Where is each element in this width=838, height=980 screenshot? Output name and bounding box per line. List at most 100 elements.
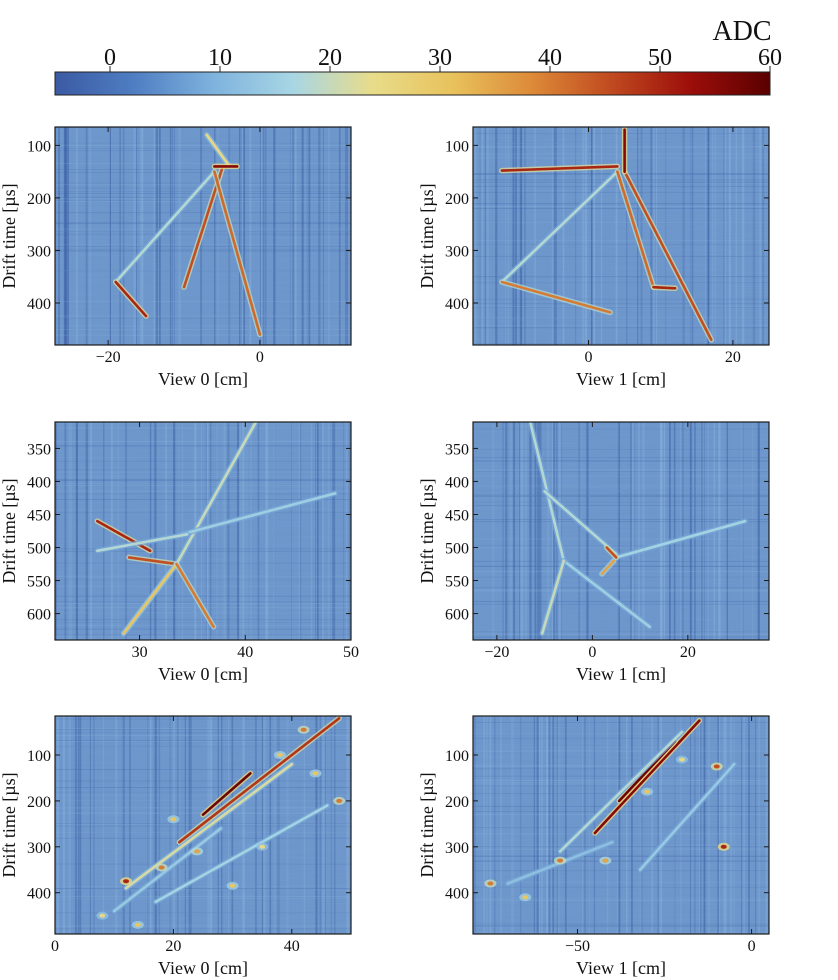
time-streak — [55, 192, 351, 194]
wire-stripe — [274, 716, 276, 934]
wire-stripe — [520, 127, 523, 345]
wire-stripe — [231, 716, 234, 934]
wire-stripe — [484, 127, 486, 345]
x-tick-label: −20 — [484, 644, 509, 661]
time-streak — [55, 445, 351, 447]
particle-track — [614, 519, 747, 559]
wire-stripe — [651, 716, 653, 934]
x-tick-label: 20 — [165, 938, 181, 955]
time-streak — [473, 855, 769, 857]
wire-stripe — [529, 422, 532, 640]
wire-stripe — [581, 716, 583, 934]
wire-stripe — [519, 716, 522, 934]
wire-stripe — [534, 127, 536, 345]
time-streak — [473, 240, 769, 241]
time-streak — [55, 562, 351, 564]
time-streak — [473, 538, 769, 540]
wire-stripe — [184, 716, 186, 934]
time-streak — [473, 870, 769, 872]
wire-stripe — [344, 127, 347, 345]
wire-stripe — [123, 716, 125, 934]
time-streak — [473, 475, 769, 477]
time-streak — [55, 499, 351, 500]
y-tick-label: 300 — [27, 243, 51, 260]
wire-stripe — [505, 422, 508, 640]
wire-stripe — [135, 127, 138, 345]
wire-stripe — [631, 422, 634, 640]
wire-stripe — [513, 422, 515, 640]
time-streak — [473, 860, 769, 862]
wire-stripe — [758, 716, 761, 934]
time-streak — [473, 856, 769, 857]
wire-stripe — [492, 422, 495, 640]
time-streak — [55, 169, 351, 170]
wire-stripe — [510, 422, 512, 640]
time-streak — [473, 733, 769, 734]
wire-stripe — [273, 422, 274, 640]
time-streak — [473, 484, 769, 486]
y-tick-label: 100 — [27, 748, 51, 765]
x-tick-label: 0 — [588, 644, 596, 661]
y-tick-label: 400 — [445, 296, 469, 313]
y-tick-label: 450 — [27, 507, 51, 524]
wire-stripe — [122, 127, 125, 345]
wire-stripe — [222, 422, 224, 640]
wire-stripe — [243, 127, 246, 345]
x-axis: −20 0 20 View 1 [cm] — [484, 422, 696, 684]
time-streak — [473, 860, 769, 862]
wire-stripe — [581, 716, 583, 934]
wire-stripe — [291, 422, 292, 640]
wire-stripe — [629, 422, 633, 640]
time-streak — [473, 780, 769, 782]
wire-stripe — [221, 716, 223, 934]
time-streak — [55, 925, 351, 927]
time-streak — [473, 495, 769, 497]
time-streak — [55, 624, 351, 626]
time-streak — [473, 846, 769, 848]
wire-stripe — [79, 716, 81, 934]
charge-deposit — [336, 798, 343, 803]
wire-stripe — [632, 422, 635, 640]
time-streak — [55, 889, 351, 891]
time-streak — [473, 490, 769, 491]
particle-track — [127, 556, 178, 566]
wire-stripe — [55, 422, 58, 640]
wire-stripe — [318, 127, 321, 345]
time-streak — [55, 469, 351, 471]
time-streak — [55, 897, 351, 899]
wire-stripe — [308, 127, 311, 345]
wire-stripe — [758, 422, 760, 640]
time-streak — [473, 154, 769, 156]
wire-stripe — [292, 127, 295, 345]
time-streak — [473, 844, 769, 846]
charge-deposit — [557, 858, 564, 863]
wire-stripe — [178, 127, 181, 345]
time-streak — [55, 579, 351, 581]
time-streak — [473, 471, 769, 472]
time-streak — [55, 127, 351, 129]
wire-stripe — [690, 422, 693, 640]
time-streak — [473, 833, 769, 834]
wire-stripe — [658, 716, 660, 934]
wire-stripe — [752, 422, 753, 640]
particle-track — [213, 170, 262, 336]
particle-track — [114, 170, 216, 284]
wire-stripe — [323, 127, 324, 345]
time-streak — [473, 317, 769, 318]
heatmap-area — [55, 127, 351, 345]
wire-stripe — [723, 127, 726, 345]
time-streak — [55, 485, 351, 487]
time-streak — [55, 163, 351, 164]
time-streak — [473, 750, 769, 752]
wire-stripe — [723, 716, 724, 934]
particle-track — [182, 167, 224, 289]
particle-track — [623, 170, 713, 342]
wire-stripe — [172, 127, 174, 345]
wire-stripe — [719, 422, 722, 640]
y-tick-label: 500 — [27, 541, 51, 558]
wire-stripe — [752, 127, 756, 345]
time-streak — [55, 622, 351, 623]
wire-stripe — [129, 716, 131, 934]
time-streak — [473, 146, 769, 148]
wire-stripe — [319, 716, 322, 934]
